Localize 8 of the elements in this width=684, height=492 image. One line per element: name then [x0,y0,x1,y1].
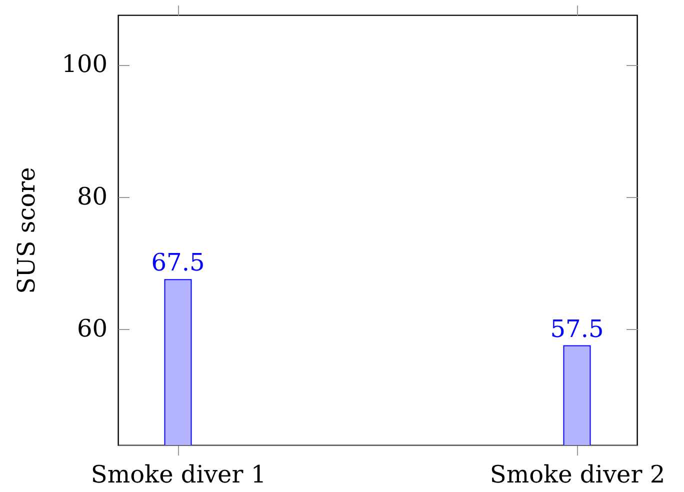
data-label: 67.5 [151,248,205,277]
y-axis-title: SUS score [12,167,40,294]
y-tick-label: 100 [62,50,108,78]
y-tick-label: 80 [76,182,108,210]
y-tick-label: 60 [76,314,108,343]
x-tick-label: Smoke diver 2 [490,460,666,488]
x-tick-label: Smoke diver 1 [90,460,266,488]
data-label: 57.5 [550,314,604,343]
